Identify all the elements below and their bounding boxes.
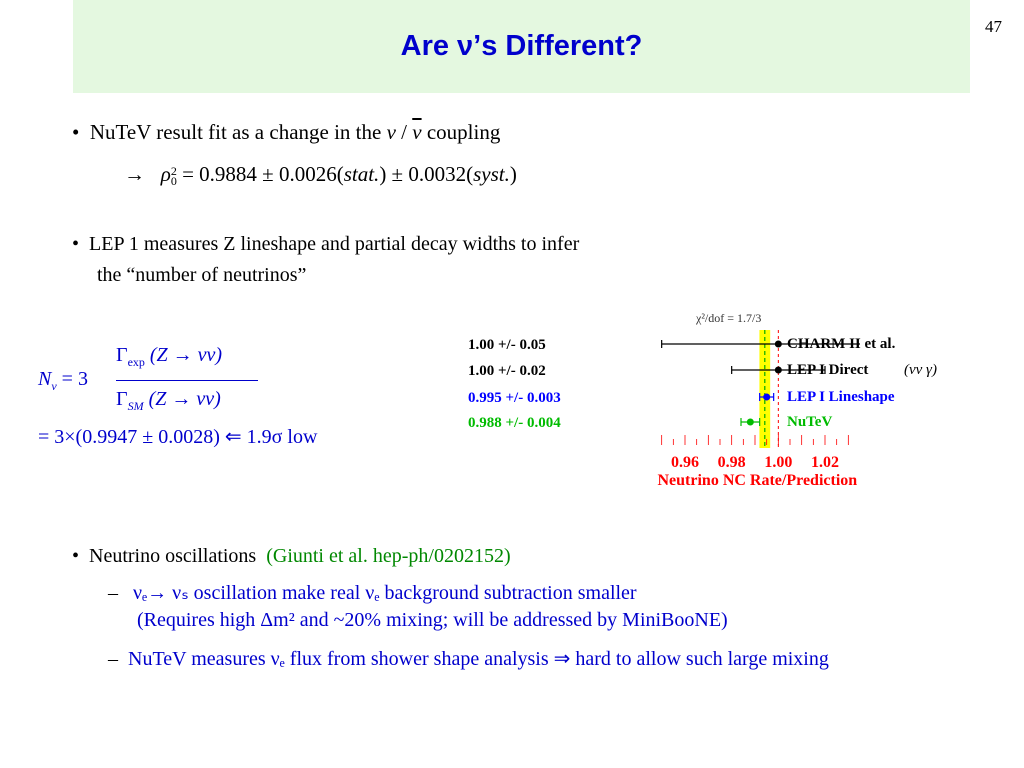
data-point <box>763 393 771 401</box>
neutrino-nc-chart: χ²/dof = 1.7/31.00 +/- 0.05 CHARM II et a… <box>468 311 937 489</box>
row-name: LEP I Lineshape <box>787 389 895 405</box>
bullet-lep: • LEP 1 measures Z lineshape and partial… <box>72 233 579 256</box>
data-point <box>774 340 782 348</box>
lep-line-1: LEP 1 measures Z lineshape and partial d… <box>89 233 580 255</box>
bullet-nutev: • NuTeV result fit as a change in the ν … <box>72 120 500 145</box>
num-body: (Z → νν) <box>149 344 223 366</box>
gamma-symbol: Γ <box>116 388 128 410</box>
numerator: Γexp (Z → νν) <box>116 344 222 370</box>
n-symbol: N <box>38 368 52 390</box>
nutev-text-b: coupling <box>426 120 501 144</box>
rho-sup: 2 <box>170 164 177 179</box>
x-tick-label: 1.00 <box>764 454 792 471</box>
bullet-icon: • <box>72 545 80 567</box>
rho-symbol: ρ <box>160 162 171 186</box>
n-sub: ν <box>51 379 57 393</box>
osc-sub-2: – NuTeV measures νₑ flux from shower sha… <box>108 646 829 671</box>
formula-result: = 3×(0.9947 ± 0.0028) ⇐ 1.9σ low <box>38 426 318 448</box>
osc-sub-1-line-1: νₑ→ νₛ oscillation make real νₑ backgrou… <box>133 582 637 604</box>
slide-title: Are ν’s Different? <box>400 30 643 62</box>
x-tick-label: 0.98 <box>718 454 746 471</box>
result-mid: ) ± 0.0032( <box>379 162 474 186</box>
osc-reference: (Giunti et al. hep-ph/0202152) <box>266 545 511 567</box>
data-point <box>774 366 782 374</box>
osc-sub-2-text: NuTeV measures νₑ flux from shower shape… <box>128 648 829 670</box>
den-body: (Z → νν) <box>148 388 221 410</box>
lep-line-2: the “number of neutrinos” <box>97 264 307 286</box>
denominator: ΓSM (Z → νν) <box>116 388 221 414</box>
fraction-line <box>116 380 258 381</box>
nu-symbol: ν <box>386 120 396 144</box>
den-sub: SM <box>127 399 144 413</box>
row-label: 0.995 +/- 0.003 <box>468 390 561 406</box>
row-name: LEP I Direct <box>787 362 868 378</box>
result-value: = 0.9884 ± 0.0026( <box>182 162 344 186</box>
x-axis-label: Neutrino NC Rate/Prediction <box>657 472 857 489</box>
chi2-annotation: χ²/dof = 1.7/3 <box>695 311 761 325</box>
nubar-symbol: ν <box>412 120 422 144</box>
row-label: 1.00 +/- 0.05 <box>468 337 546 353</box>
nutev-text-a: NuTeV result fit as a change in the <box>89 120 382 144</box>
num-sub: exp <box>127 355 145 369</box>
data-point <box>746 418 754 426</box>
stat-label: stat. <box>343 162 380 186</box>
row-label: 1.00 +/- 0.02 <box>468 363 546 379</box>
dash-icon: – <box>108 582 118 604</box>
syst-label: syst. <box>473 162 510 186</box>
rho-sub: 0 <box>170 174 177 189</box>
page-number: 47 <box>985 17 1002 36</box>
osc-text: Neutrino oscillations <box>89 545 257 567</box>
row-name: NuTeV <box>787 414 832 430</box>
osc-sub-1: – νₑ→ νₛ oscillation make real νₑ backgr… <box>108 580 637 605</box>
row-name-suffix: (νν γ) <box>904 362 937 378</box>
osc-sub-1-line-2: (Requires high Δm² and ~20% mixing; will… <box>137 609 728 631</box>
bullet-oscillations: • Neutrino oscillations (Giunti et al. h… <box>72 545 511 568</box>
equals-three: = 3 <box>61 368 88 390</box>
arrow-icon: → <box>124 162 145 186</box>
x-tick-label: 1.02 <box>811 454 839 471</box>
title-banner: Are ν’s Different? <box>73 0 970 93</box>
x-tick-label: 0.96 <box>671 454 699 471</box>
row-label: 0.988 +/- 0.004 <box>468 415 561 431</box>
bullet-icon: • <box>72 233 80 255</box>
dash-icon: – <box>108 648 118 670</box>
bullet-icon: • <box>72 120 80 144</box>
slash-symbol: / <box>401 120 407 144</box>
result-end: ) <box>509 162 517 186</box>
gamma-symbol: Γ <box>116 344 128 366</box>
